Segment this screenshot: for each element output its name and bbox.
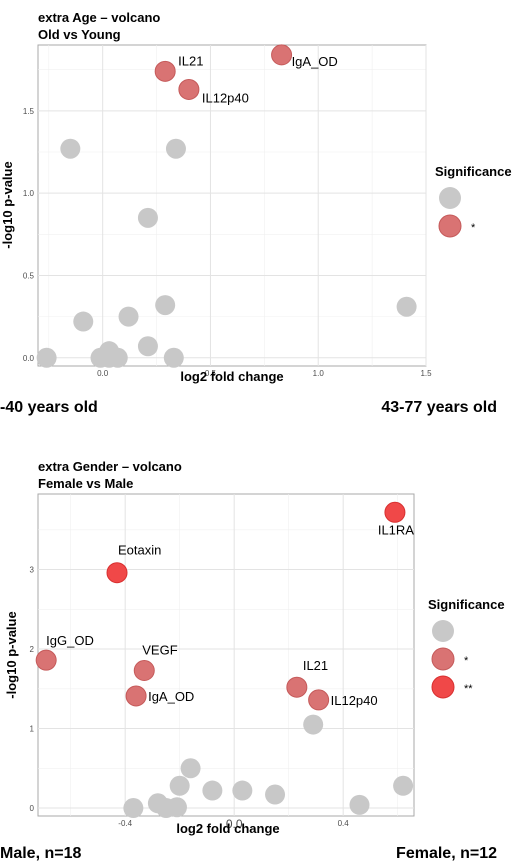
point-label: IgA_OD: [148, 689, 194, 704]
point: [397, 297, 417, 317]
point-il21: [155, 61, 175, 81]
point: [350, 795, 370, 815]
caption-right: 43-77 years old: [381, 399, 497, 416]
y-tick-label: 1.0: [23, 189, 35, 198]
legend-swatch-ns: [439, 187, 461, 209]
point-il12p40: [309, 690, 329, 710]
point-label: IL21: [178, 53, 203, 68]
chart-title: extra Age – volcano: [38, 10, 160, 25]
x-tick-label: 0.0: [97, 369, 109, 378]
y-tick-label: 1: [30, 725, 35, 734]
point-vegf: [134, 661, 154, 681]
legend: Significance * **: [428, 597, 505, 698]
chart-title: extra Gender – volcano: [38, 459, 182, 474]
y-axis-title: -log10 p-value: [4, 611, 19, 698]
y-tick-label: 1.5: [23, 107, 35, 116]
point-il1ra: [385, 502, 405, 522]
caption-left: -40 years old: [0, 399, 98, 416]
point-eotaxin: [107, 563, 127, 583]
point-label: Eotaxin: [118, 543, 161, 558]
point-label: IgA_OD: [292, 54, 338, 69]
y-axis-title: -log10 p-value: [0, 161, 15, 248]
point: [232, 781, 252, 801]
y-tick-label: 2: [30, 645, 35, 654]
point: [393, 776, 413, 796]
point: [167, 797, 187, 817]
x-tick-label: 1.5: [420, 369, 432, 378]
chart-gender-volcano: extra Gender – volcano Female vs Male -0…: [0, 459, 505, 862]
x-tick-label: -0.4: [118, 819, 132, 828]
point: [138, 336, 158, 356]
x-axis-title: log2 fold change: [176, 821, 279, 836]
legend-label-sig1: *: [464, 655, 469, 667]
point: [170, 776, 190, 796]
legend-swatch-sig2: [432, 676, 454, 698]
legend-label-sig2: **: [464, 683, 473, 695]
point-label: VEGF: [142, 643, 177, 658]
point: [123, 798, 143, 818]
chart-subtitle: Female vs Male: [38, 476, 133, 491]
chart-age-volcano: extra Age – volcano Old vs Young 0.0 0.5 1…: [0, 10, 512, 416]
x-tick-label: 1.0: [313, 369, 325, 378]
legend-swatch-sig1: [439, 215, 461, 237]
point-igg-od: [36, 650, 56, 670]
legend-swatch-sig1: [432, 648, 454, 670]
point: [138, 208, 158, 228]
chart-subtitle: Old vs Young: [38, 27, 121, 42]
caption-left: Male, n=18: [0, 845, 81, 862]
y-tick-label: 0: [30, 804, 35, 813]
point: [164, 348, 184, 368]
point: [202, 781, 222, 801]
legend-title: Significance: [435, 164, 512, 179]
point: [166, 139, 186, 159]
legend-title: Significance: [428, 597, 505, 612]
y-tick-label: 3: [30, 566, 35, 575]
y-tick-label: 0.5: [23, 271, 35, 280]
point: [37, 348, 57, 368]
plot-panel: [38, 494, 414, 816]
point-label: IL12p40: [331, 693, 378, 708]
point: [108, 348, 128, 368]
y-tick-label: 0.0: [23, 354, 35, 363]
caption-right: Female, n=12: [396, 845, 497, 862]
point: [303, 715, 323, 735]
point-il12p40: [179, 79, 199, 99]
point-label: IgG_OD: [46, 633, 94, 648]
legend-label-sig1: *: [471, 222, 476, 234]
legend: Significance *: [435, 164, 512, 237]
point-iga-od: [272, 45, 292, 65]
point: [60, 139, 80, 159]
point-iga-od: [126, 686, 146, 706]
point-label: IL1RA: [378, 522, 414, 537]
point: [119, 307, 139, 327]
x-tick-label: 0.4: [338, 819, 350, 828]
point: [73, 312, 93, 332]
point-il21: [287, 677, 307, 697]
x-axis-title: log2 fold change: [180, 369, 283, 384]
point-label: IL12p40: [202, 90, 249, 105]
point: [181, 758, 201, 778]
point: [155, 295, 175, 315]
legend-swatch-ns: [432, 620, 454, 642]
point-label: IL21: [303, 658, 328, 673]
point: [265, 785, 285, 805]
